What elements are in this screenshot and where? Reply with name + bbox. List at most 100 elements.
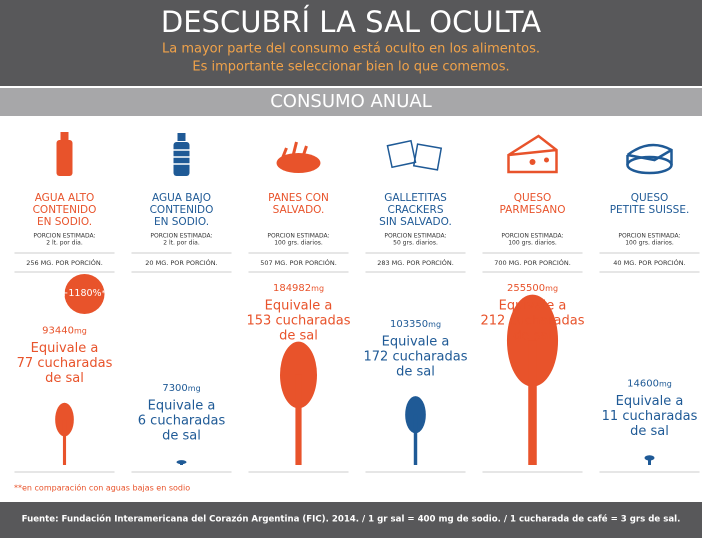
item-name: SALVADO. bbox=[273, 204, 325, 216]
annual-number: 7300 bbox=[162, 383, 187, 394]
annual-unit: mg bbox=[659, 379, 672, 388]
portion: 100 grs. diarios. bbox=[625, 240, 674, 247]
per-portion: 20 MG. POR PORCIÓN. bbox=[145, 258, 217, 267]
spoons: 212 cucharadas bbox=[481, 314, 585, 329]
footer-band bbox=[0, 502, 702, 538]
de-sal: de sal bbox=[162, 429, 201, 444]
annual-value: 7300mg bbox=[162, 383, 200, 394]
annual-number: 184982 bbox=[273, 283, 311, 294]
spoon bbox=[176, 460, 187, 465]
footnote: **en comparación con aguas bajas en sodi… bbox=[14, 483, 190, 493]
portion: 2 lt. por dia. bbox=[163, 240, 200, 247]
icon bbox=[173, 142, 190, 176]
annual-unit: mg bbox=[545, 284, 558, 293]
equivale: Equivale a bbox=[148, 399, 216, 414]
item-name: PETITE SUISSE. bbox=[610, 204, 690, 216]
de-sal: de sal bbox=[279, 329, 318, 344]
portion-label: PORCION ESTIMADA: bbox=[150, 233, 212, 240]
spoons: 77 cucharadas bbox=[17, 356, 113, 371]
icon bbox=[281, 141, 308, 159]
icon bbox=[56, 140, 73, 176]
header-band bbox=[0, 0, 702, 86]
de-sal: de sal bbox=[513, 329, 552, 344]
badge-note: ** bbox=[102, 289, 110, 297]
item-name: PANES CON bbox=[268, 192, 329, 204]
spoon-handle bbox=[528, 340, 537, 465]
portion: 50 grs. diarios. bbox=[393, 240, 438, 247]
spoon-handle bbox=[413, 414, 418, 465]
annual-number: 255500 bbox=[507, 283, 545, 294]
portion-label: PORCION ESTIMADA: bbox=[33, 233, 95, 240]
item-name: QUESO bbox=[631, 192, 669, 204]
badge-value: +1180% bbox=[60, 288, 101, 299]
spoon-handle bbox=[62, 419, 67, 465]
equivale: Equivale a bbox=[382, 335, 450, 350]
portion-label: PORCION ESTIMADA: bbox=[618, 233, 680, 240]
equivale: Equivale a bbox=[616, 394, 684, 409]
annual-number: 93440 bbox=[42, 326, 74, 337]
equivale: Equivale a bbox=[499, 299, 567, 314]
subtitle: La mayor parte del consumo está oculto e… bbox=[162, 42, 540, 57]
footer: Fuente: Fundación Interamericana del Cor… bbox=[22, 514, 681, 525]
item-name: QUESO bbox=[514, 192, 552, 204]
portion-label: PORCION ESTIMADA: bbox=[501, 233, 563, 240]
spoons: 172 cucharadas bbox=[364, 350, 468, 365]
annual-value: 14600mg bbox=[627, 378, 672, 389]
icon bbox=[177, 133, 186, 141]
item-name: CRACKERS bbox=[387, 204, 443, 216]
icon bbox=[626, 143, 673, 165]
spoons: 11 cucharadas bbox=[602, 409, 698, 424]
equivale: Equivale a bbox=[31, 341, 99, 356]
section-title: CONSUMO ANUAL bbox=[270, 91, 432, 112]
icon bbox=[544, 157, 549, 163]
subtitle: Es importante seleccionar bien lo que co… bbox=[192, 60, 509, 75]
spoon bbox=[405, 396, 426, 465]
spoon bbox=[506, 294, 559, 465]
de-sal: de sal bbox=[45, 371, 84, 386]
item-name: PARMESANO bbox=[500, 204, 566, 216]
annual-value: 93440mg bbox=[42, 326, 87, 337]
item-name: CONTENIDO bbox=[33, 204, 97, 216]
spoon bbox=[644, 455, 655, 465]
annual-number: 14600 bbox=[627, 378, 659, 389]
item-name: EN SODIO. bbox=[154, 216, 209, 228]
annual-number: 103350 bbox=[390, 319, 428, 330]
item-name: SIN SALVADO. bbox=[379, 216, 452, 228]
icon bbox=[276, 153, 321, 173]
title: DESCUBRÍ LA SAL OCULTA bbox=[161, 5, 541, 39]
de-sal: de sal bbox=[630, 424, 669, 439]
per-portion: 256 MG. POR PORCIÓN. bbox=[26, 258, 103, 267]
portion-label: PORCION ESTIMADA: bbox=[384, 233, 446, 240]
item-name: EN SODIO. bbox=[37, 216, 92, 228]
icon bbox=[412, 143, 443, 171]
item-name: CONTENIDO bbox=[150, 204, 214, 216]
portion: 100 grs. diarios. bbox=[508, 240, 557, 247]
item-name: AGUA ALTO bbox=[35, 192, 95, 204]
annual-value: 184982mg bbox=[273, 283, 324, 294]
portion-label: PORCION ESTIMADA: bbox=[267, 233, 329, 240]
annual-unit: mg bbox=[188, 384, 201, 393]
icon bbox=[529, 159, 536, 165]
item-name: GALLETITAS bbox=[384, 192, 447, 204]
per-portion: 507 MG. POR PORCIÓN. bbox=[260, 258, 337, 267]
annual-unit: mg bbox=[428, 320, 441, 329]
spoon bbox=[55, 402, 74, 465]
de-sal: de sal bbox=[396, 365, 435, 380]
annual-unit: mg bbox=[311, 284, 324, 293]
spoon bbox=[280, 341, 317, 465]
item-name: AGUA BAJO bbox=[152, 192, 211, 204]
portion: 2 lt. por dia. bbox=[46, 240, 83, 247]
spoon-handle bbox=[180, 462, 183, 465]
badge bbox=[64, 274, 105, 314]
icon bbox=[386, 139, 417, 169]
spoons: 153 cucharadas bbox=[247, 314, 351, 329]
icon bbox=[507, 134, 558, 174]
equivale: Equivale a bbox=[265, 299, 333, 314]
per-portion: 700 MG. POR PORCIÓN. bbox=[494, 258, 571, 267]
badge-text: +1180%** bbox=[60, 288, 109, 299]
section-band bbox=[0, 88, 702, 116]
annual-unit: mg bbox=[74, 326, 87, 335]
annual-value: 255500mg bbox=[507, 283, 558, 294]
